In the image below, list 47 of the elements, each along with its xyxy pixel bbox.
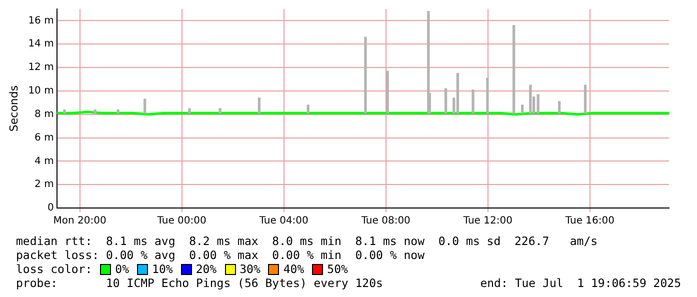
bar (486, 78, 489, 114)
bar (584, 84, 587, 114)
bar (456, 73, 460, 114)
bar (364, 36, 367, 114)
text: probe: 10 ICMP Echo Pings (56 Bytes) every 120s (16, 276, 383, 290)
bar (258, 98, 261, 114)
y-tick-label: 14 m (28, 38, 54, 50)
legend-label: 50% (327, 262, 348, 276)
x-tick-label: Tue 16:00 (564, 216, 614, 227)
bar (63, 109, 66, 114)
y-tick-label: 2 m (34, 179, 54, 190)
x-tick-label: Tue 08:00 (360, 216, 410, 227)
legend-label: 40% (283, 262, 304, 276)
legend-label: 30% (240, 262, 260, 276)
y-axis-title: Seconds (7, 85, 20, 132)
x-tick-label: Tue 12:00 (462, 216, 512, 227)
text: end: Tue Jul 1 19:06:59 2025 (480, 276, 681, 290)
bar (521, 104, 524, 114)
text: median rtt: 8.1 ms avg 8.2 ms max 8.0 ms min 8.1 ms now 0.0 ms sd 226.7 am/s (16, 234, 598, 248)
y-tick-label: 0 (47, 202, 54, 214)
bar (536, 94, 540, 114)
bar (144, 98, 146, 114)
y-tick-label: 8 m (34, 108, 54, 120)
text: packet loss: 0.00 % avg 0.00 % max 0.00 % min 0.00 % now (16, 248, 424, 262)
bar (188, 108, 191, 114)
legend-label: 10% (152, 262, 173, 276)
y-tick-label: 6 m (34, 132, 54, 144)
bar (116, 109, 120, 114)
legend-label: 0% (115, 262, 130, 276)
x-tick-label: Tue 00:00 (156, 216, 206, 227)
bar (386, 70, 389, 114)
y-tick-label: 4 m (34, 156, 54, 167)
y-tick-label: 10 m (28, 86, 54, 97)
bar (94, 109, 96, 114)
bar (444, 88, 448, 114)
bar (472, 89, 474, 114)
bar (529, 84, 532, 114)
y-tick-label: 12 m (28, 62, 54, 74)
bar (512, 25, 516, 114)
y-tick-label: 16 m (28, 15, 54, 26)
bar (558, 101, 561, 114)
bar (218, 108, 222, 114)
x-tick-label: Mon 20:00 (53, 216, 106, 227)
legend-title: loss color: (16, 262, 92, 276)
legend-label: 20% (196, 262, 217, 276)
x-tick-label: Tue 04:00 (258, 216, 308, 227)
bar (306, 104, 310, 114)
